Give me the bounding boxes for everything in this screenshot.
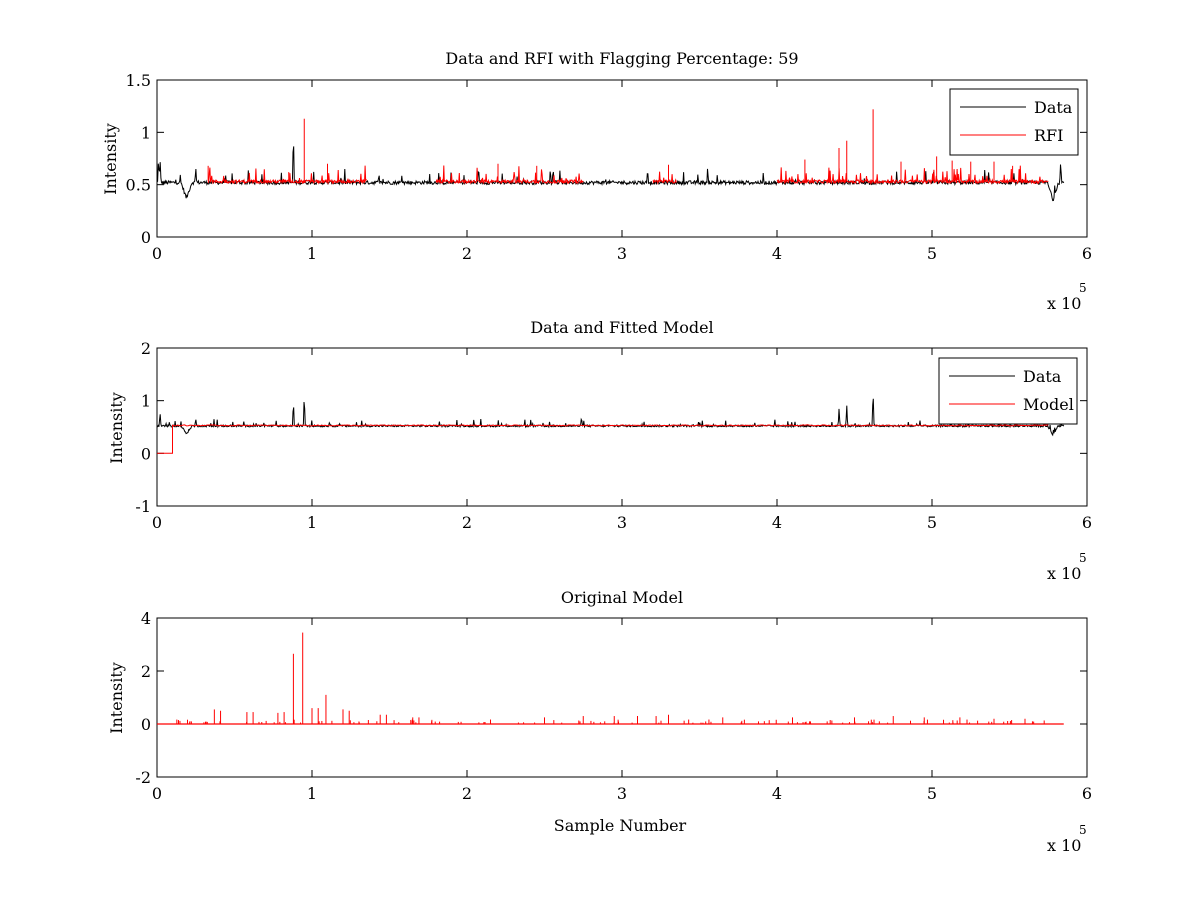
- x-tick-label: 0: [152, 784, 162, 803]
- plot-area: [157, 632, 1064, 725]
- y-tick-label: 0: [141, 715, 151, 734]
- x-scale-label: x 10: [1047, 564, 1081, 583]
- x-scale-label: x 10: [1047, 836, 1081, 855]
- y-tick-label: 0: [141, 444, 151, 463]
- y-tick-label: 0.5: [126, 176, 151, 195]
- y-tick-label: 4: [141, 609, 151, 628]
- x-tick-label: 4: [772, 784, 782, 803]
- x-tick-label: 2: [462, 513, 472, 532]
- legend-box: [949, 88, 1079, 156]
- x-tick-label: 5: [927, 244, 937, 263]
- panel-original-model: Original Model Intensity Sample Number x…: [107, 588, 1092, 855]
- x-tick-label: 3: [617, 784, 627, 803]
- y-tick-label: 1.5: [126, 71, 151, 90]
- legend: Data RFI: [949, 88, 1079, 156]
- x-tick-label: 3: [617, 244, 627, 263]
- x-tick-label: 3: [617, 513, 627, 532]
- legend-label-data: Data: [1034, 98, 1073, 117]
- y-tick-label: -2: [135, 768, 151, 787]
- x-tick-label: 6: [1082, 244, 1092, 263]
- model-series-line: [157, 424, 1049, 454]
- legend-label-rfi: RFI: [1034, 126, 1063, 145]
- panel-title: Data and RFI with Flagging Percentage: 5…: [445, 49, 798, 68]
- x-tick-label: 1: [307, 513, 317, 532]
- x-tick-label: 5: [927, 513, 937, 532]
- x-tick-label: 6: [1082, 784, 1092, 803]
- plot-area: [157, 398, 1065, 454]
- x-tick-label: 1: [307, 244, 317, 263]
- rfi-series-segment: [919, 165, 1049, 185]
- x-tick-label: 5: [927, 784, 937, 803]
- y-tick-label: -1: [135, 497, 151, 516]
- y-tick-label: 1: [141, 392, 151, 411]
- x-axis-label: Sample Number: [554, 816, 687, 835]
- x-tick-label: 2: [462, 244, 472, 263]
- panel-title: Data and Fitted Model: [530, 318, 713, 337]
- legend-box: [938, 357, 1078, 425]
- x-tick-label: 4: [772, 513, 782, 532]
- rfi-series-segment: [207, 167, 297, 185]
- x-scale-exponent: 5: [1079, 823, 1087, 837]
- x-tick-label: 0: [152, 513, 162, 532]
- x-tick-label: 6: [1082, 513, 1092, 532]
- x-tick-label: 0: [152, 244, 162, 263]
- rfi-series-segment: [435, 165, 584, 185]
- panel-data-and-rfi: Data and RFI with Flagging Percentage: 5…: [101, 49, 1092, 313]
- y-tick-label: 2: [141, 339, 151, 358]
- x-scale-exponent: 5: [1079, 281, 1087, 295]
- data-series-line: [157, 146, 1065, 202]
- x-tick-label: 4: [772, 244, 782, 263]
- legend-label-model: Model: [1023, 395, 1074, 414]
- x-tick-label: 1: [307, 784, 317, 803]
- plot-area: [157, 109, 1065, 202]
- legend-label-data: Data: [1023, 367, 1062, 386]
- y-axis-label: Intensity: [101, 123, 120, 195]
- y-tick-label: 1: [141, 123, 151, 142]
- panel-data-and-fitted-model: Data and Fitted Model Intensity x 10 5 0…: [107, 318, 1092, 583]
- x-scale-label: x 10: [1047, 294, 1081, 313]
- y-tick-label: 2: [141, 662, 151, 681]
- y-axis-label: Intensity: [107, 392, 126, 464]
- rfi-series-segment: [776, 167, 921, 185]
- x-tick-label: 2: [462, 784, 472, 803]
- panel-title: Original Model: [561, 588, 683, 607]
- y-axis-label: Intensity: [107, 662, 126, 734]
- rfi-series-segment: [296, 165, 367, 185]
- x-scale-exponent: 5: [1079, 551, 1087, 565]
- rfi-series-segment: [652, 171, 677, 185]
- y-tick-label: 0: [141, 228, 151, 247]
- legend: Data Model: [938, 357, 1078, 425]
